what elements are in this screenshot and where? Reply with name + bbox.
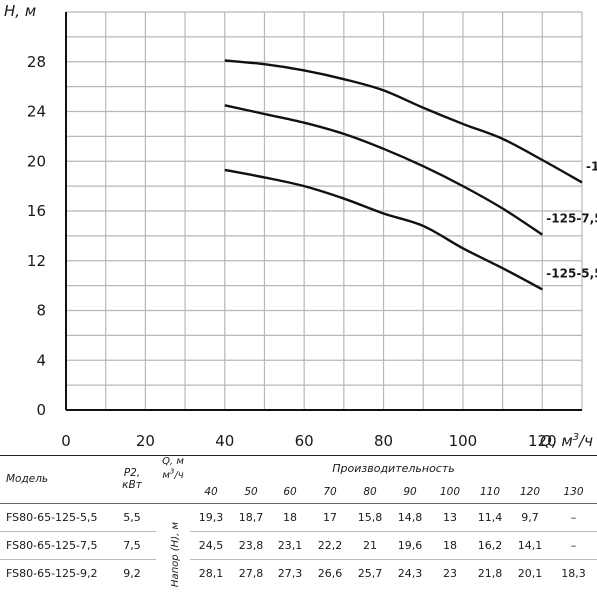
head-value-cell: 26,6 xyxy=(317,567,343,581)
power-cell: 9,2 xyxy=(123,567,141,581)
model-cell: FS80-65-125-7,5 xyxy=(0,531,108,560)
head-value-cell: 19,6 xyxy=(390,531,430,560)
head-value-cell: – xyxy=(550,531,597,560)
head-value-cell: 24,5 xyxy=(190,531,232,560)
power-cell: 7,5 xyxy=(108,531,156,560)
table-header-p2: P2, кВт xyxy=(108,455,156,504)
flow-header-cell: 60 xyxy=(270,481,310,504)
chart-series xyxy=(224,59,583,291)
head-value-cell: 11,4 xyxy=(470,503,510,532)
head-value-cell: 19,3 xyxy=(190,503,232,532)
head-value-cell: 25,7 xyxy=(357,567,383,581)
x-tick-label: 60 xyxy=(295,432,314,450)
head-value-cell: 9,7 xyxy=(510,503,550,532)
head-value-cell: 27,3 xyxy=(277,567,303,581)
chart-labels: -125-5,5 -125-7,5 -125-9,2 xyxy=(546,159,597,280)
table-header-head: Напор (H), м xyxy=(169,522,181,588)
head-value-cell: 21 xyxy=(350,531,390,560)
y-tick-label: 16 xyxy=(27,202,46,220)
x-tick-label: 100 xyxy=(449,432,478,450)
y-tick-label: 24 xyxy=(27,103,46,121)
head-value-cell: 14,8 xyxy=(390,503,430,532)
series-label: -125-7,5 xyxy=(546,212,597,226)
head-value-cell: 24,3 xyxy=(397,567,423,581)
head-value-cell: 18,7 xyxy=(232,503,270,532)
x-tick-label: 20 xyxy=(136,432,155,450)
table-header-model: Модель xyxy=(0,455,108,504)
table-row: FS80-65-125-9,2 9,2 28,1 27,8 27,3 26,6 25,7 24… xyxy=(0,559,597,587)
head-value-cell: 23,8 xyxy=(232,531,270,560)
flow-header-cell: 90 xyxy=(390,481,430,504)
power-cell: 5,5 xyxy=(108,503,156,532)
flow-header-cell: 80 xyxy=(350,481,390,504)
head-value-cell: 16,2 xyxy=(470,531,510,560)
head-value-cell: 27,8 xyxy=(238,567,264,581)
head-value-cell: 17 xyxy=(310,503,350,532)
y-tick-label: 28 xyxy=(27,53,46,71)
model-cell: FS80-65-125-9,2 xyxy=(6,567,98,581)
chart-grid xyxy=(65,11,583,411)
series-label: -125-9,2 xyxy=(586,159,597,173)
x-tick-label: 80 xyxy=(374,432,393,450)
head-value-cell: 18 xyxy=(270,503,310,532)
head-value-cell: 18 xyxy=(430,531,470,560)
x-tick-label: 0 xyxy=(61,432,71,450)
table-header-q: Q, м м3/ч xyxy=(156,455,190,482)
table-row: FS80-65-125-7,5 7,5 24,5 23,8 23,1 22,2 21 19,6… xyxy=(0,531,597,560)
head-value-cell: 21,8 xyxy=(477,567,503,581)
x-tick-label: 120 xyxy=(528,432,557,450)
y-tick-label: 0 xyxy=(36,401,46,419)
y-tick-label: 4 xyxy=(36,351,46,369)
head-value-cell: 20,1 xyxy=(517,567,543,581)
chart-axes: 0 4 8 12 16 20 24 28 0 20 40 60 80 100 120 xyxy=(27,12,582,450)
y-tick-label: 12 xyxy=(27,252,46,270)
series-line xyxy=(224,59,583,184)
series-line xyxy=(224,104,543,236)
y-tick-label: 20 xyxy=(27,152,46,170)
series-label: -125-5,5 xyxy=(546,266,597,280)
flow-header-cell: 110 xyxy=(470,481,510,504)
head-value-cell: 14,1 xyxy=(510,531,550,560)
x-tick-label: 40 xyxy=(215,432,234,450)
table-header-performance: Производительность xyxy=(190,455,597,482)
table-row: FS80-65-125-5,5 5,5 19,3 18,7 18 17 15,8 14,8 13… xyxy=(0,503,597,532)
flow-header-cell: 70 xyxy=(310,481,350,504)
model-cell: FS80-65-125-5,5 xyxy=(0,503,108,532)
x-axis-label: Q, м3/ч xyxy=(540,432,593,450)
flow-header-cell: 120 xyxy=(510,481,550,504)
y-axis-label: H, м xyxy=(4,2,36,20)
head-value-cell: 23,1 xyxy=(270,531,310,560)
head-value-cell: 23 xyxy=(443,567,457,581)
head-value-cell: 28,1 xyxy=(198,567,224,581)
performance-table: Модель P2, кВт Q, м м3/ч Производительнос… xyxy=(0,455,597,600)
head-value-cell: – xyxy=(550,503,597,532)
flow-header-cell: 40 xyxy=(190,481,232,504)
head-value-cell: 15,8 xyxy=(350,503,390,532)
y-tick-label: 8 xyxy=(36,302,46,320)
head-value-cell: 13 xyxy=(430,503,470,532)
head-value-cell: 18,3 xyxy=(561,567,586,581)
series-line xyxy=(224,168,543,291)
flow-header-cell: 130 xyxy=(550,481,597,504)
flow-header-cell: 100 xyxy=(430,481,470,504)
head-value-cell: 22,2 xyxy=(310,531,350,560)
flow-header-cell: 50 xyxy=(232,481,270,504)
